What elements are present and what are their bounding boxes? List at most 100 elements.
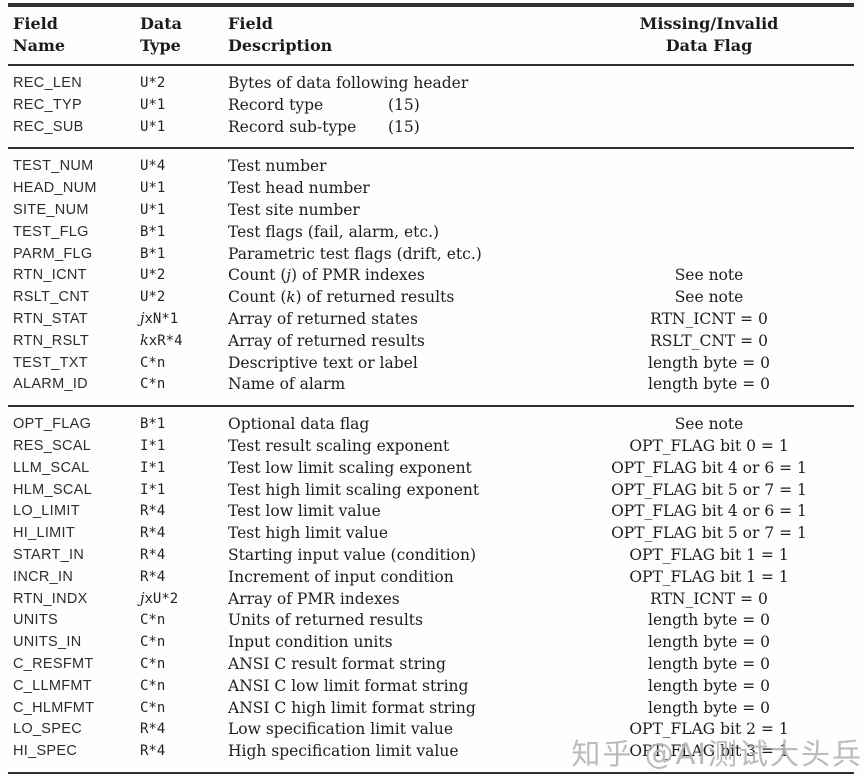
field-description: Test high limit scaling exponent: [228, 480, 480, 499]
data-type: C*n: [140, 376, 166, 393]
table-row: UNITS C*n Units of returned results leng…: [0, 610, 865, 632]
field-name: INCR_IN: [13, 568, 74, 585]
field-name: TEST_TXT: [13, 354, 88, 371]
table-row: LO_LIMIT R*4 Test low limit value OPT_FL…: [0, 501, 865, 523]
missing-invalid-flag: [565, 117, 853, 139]
missing-invalid-flag: RSLT_CNT = 0: [650, 331, 768, 350]
data-type: R*4: [140, 721, 166, 738]
missing-invalid-flag: length byte = 0: [648, 654, 770, 673]
field-description: Increment of input condition: [228, 567, 454, 586]
table-row: LO_SPEC R*4 Low specification limit valu…: [0, 719, 865, 741]
field-name: HI_SPEC: [13, 743, 78, 760]
field-name: START_IN: [13, 546, 85, 563]
field-description: Array of PMR indexes: [228, 589, 400, 608]
data-type: U*1: [140, 96, 166, 113]
table-row: REC_LEN U*2 Bytes of data following head…: [0, 73, 865, 95]
field-name: C_HLMFMT: [13, 699, 95, 716]
data-type: R*4: [140, 568, 166, 585]
header-missing-invalid: Missing/Invalid Data Flag: [565, 13, 853, 57]
field-description: ANSI C result format string: [228, 654, 446, 673]
missing-invalid-flag: See note: [674, 266, 744, 285]
field-name: RTN_STAT: [13, 310, 88, 327]
data-type: R*4: [140, 546, 166, 563]
field-description: Name of alarm: [228, 375, 346, 394]
data-type: U*2: [140, 267, 166, 284]
missing-invalid-flag: OPT_FLAG bit 3 = 1: [629, 742, 789, 761]
header-missing-invalid-line2: Data Flag: [665, 36, 753, 55]
table-row: C_LLMFMT C*n ANSI C low limit format str…: [0, 676, 865, 698]
field-name: REC_TYP: [13, 96, 82, 113]
data-type: kxR*4: [140, 332, 183, 349]
header-field-name-line1: Field: [13, 14, 58, 33]
data-type: jxU*2: [140, 590, 179, 607]
field-name: HLM_SCAL: [13, 481, 92, 498]
field-name: UNITS: [13, 612, 58, 629]
field-description: Bytes of data following header: [228, 74, 469, 92]
table-header: Field Name Data Type Field Description M…: [0, 7, 865, 64]
data-type: R*4: [140, 525, 166, 542]
data-type: U*1: [140, 201, 166, 218]
header-rule: [8, 64, 854, 66]
field-description: Test result scaling exponent: [228, 436, 450, 455]
field-description: Parametric test flags (drift, etc.): [228, 244, 482, 263]
field-description: Test flags (fail, alarm, etc.): [228, 222, 440, 241]
field-name: RTN_ICNT: [13, 267, 87, 284]
field-name: LO_LIMIT: [13, 503, 80, 520]
data-type: U*1: [140, 118, 166, 135]
table-row: RES_SCAL I*1 Test result scaling exponen…: [0, 436, 865, 458]
table-section-3: OPT_FLAG B*1 Optional data flag See note…: [0, 407, 865, 772]
missing-invalid-flag: See note: [674, 288, 744, 307]
top-rule: [8, 3, 854, 7]
table-row: HI_LIMIT R*4 Test high limit value OPT_F…: [0, 523, 865, 545]
field-description: Test head number: [228, 179, 370, 198]
field-description: Test low limit scaling exponent: [228, 458, 472, 477]
missing-invalid-flag: [565, 244, 853, 266]
field-name: C_LLMFMT: [13, 677, 92, 694]
missing-invalid-flag: length byte = 0: [648, 375, 770, 394]
field-description: Array of returned states: [228, 309, 418, 328]
table-row: TEST_TXT C*n Descriptive text or label l…: [0, 353, 865, 375]
data-type: C*n: [140, 655, 166, 672]
field-name: HEAD_NUM: [13, 180, 97, 197]
field-name: HI_LIMIT: [13, 525, 76, 542]
table-row: OPT_FLAG B*1 Optional data flag See note: [0, 414, 865, 436]
field-name: TEST_NUM: [13, 158, 94, 175]
section-divider-rule: [8, 405, 854, 408]
header-data-type-line1: Data: [140, 14, 182, 33]
table-body: REC_LEN U*2 Bytes of data following head…: [0, 66, 865, 774]
missing-invalid-flag: OPT_FLAG bit 1 = 1: [629, 545, 789, 564]
table-row: PARM_FLG B*1 Parametric test flags (drif…: [0, 244, 865, 266]
table-row: ALARM_ID C*n Name of alarm length byte =…: [0, 374, 865, 396]
missing-invalid-flag: length byte = 0: [648, 698, 770, 717]
table-row: C_HLMFMT C*n ANSI C high limit format st…: [0, 698, 865, 720]
field-name: LLM_SCAL: [13, 459, 90, 476]
data-type: U*2: [140, 289, 166, 306]
data-type: I*1: [140, 481, 166, 498]
field-description: Test number: [228, 157, 327, 176]
table-row: LLM_SCAL I*1 Test low limit scaling expo…: [0, 458, 865, 480]
missing-invalid-flag: [565, 222, 853, 244]
description-note: (15): [388, 117, 420, 136]
data-type: B*1: [140, 223, 166, 240]
header-field-description: Field Description: [228, 13, 565, 57]
table-row: UNITS_IN C*n Input condition units lengt…: [0, 632, 865, 654]
field-name: PARM_FLG: [13, 245, 93, 262]
field-name: LO_SPEC: [13, 721, 82, 738]
missing-invalid-flag: OPT_FLAG bit 0 = 1: [629, 436, 789, 455]
data-type: U*2: [140, 75, 166, 91]
field-description: Array of returned results: [228, 331, 425, 350]
field-name: OPT_FLAG: [13, 416, 92, 433]
data-type: I*1: [140, 459, 166, 476]
field-description: ANSI C high limit format string: [228, 698, 476, 717]
field-description: Count (j) of PMR indexes: [228, 266, 425, 285]
field-description: Test site number: [228, 200, 360, 219]
field-description: Low specification limit value: [228, 720, 454, 739]
header-data-type-line2: Type: [140, 36, 181, 55]
data-type: B*1: [140, 245, 166, 262]
bottom-rule: [8, 771, 854, 774]
missing-invalid-flag: RTN_ICNT = 0: [650, 589, 768, 608]
field-name: C_RESFMT: [13, 655, 94, 672]
field-name: UNITS_IN: [13, 634, 82, 651]
missing-invalid-flag: length byte = 0: [648, 353, 770, 372]
